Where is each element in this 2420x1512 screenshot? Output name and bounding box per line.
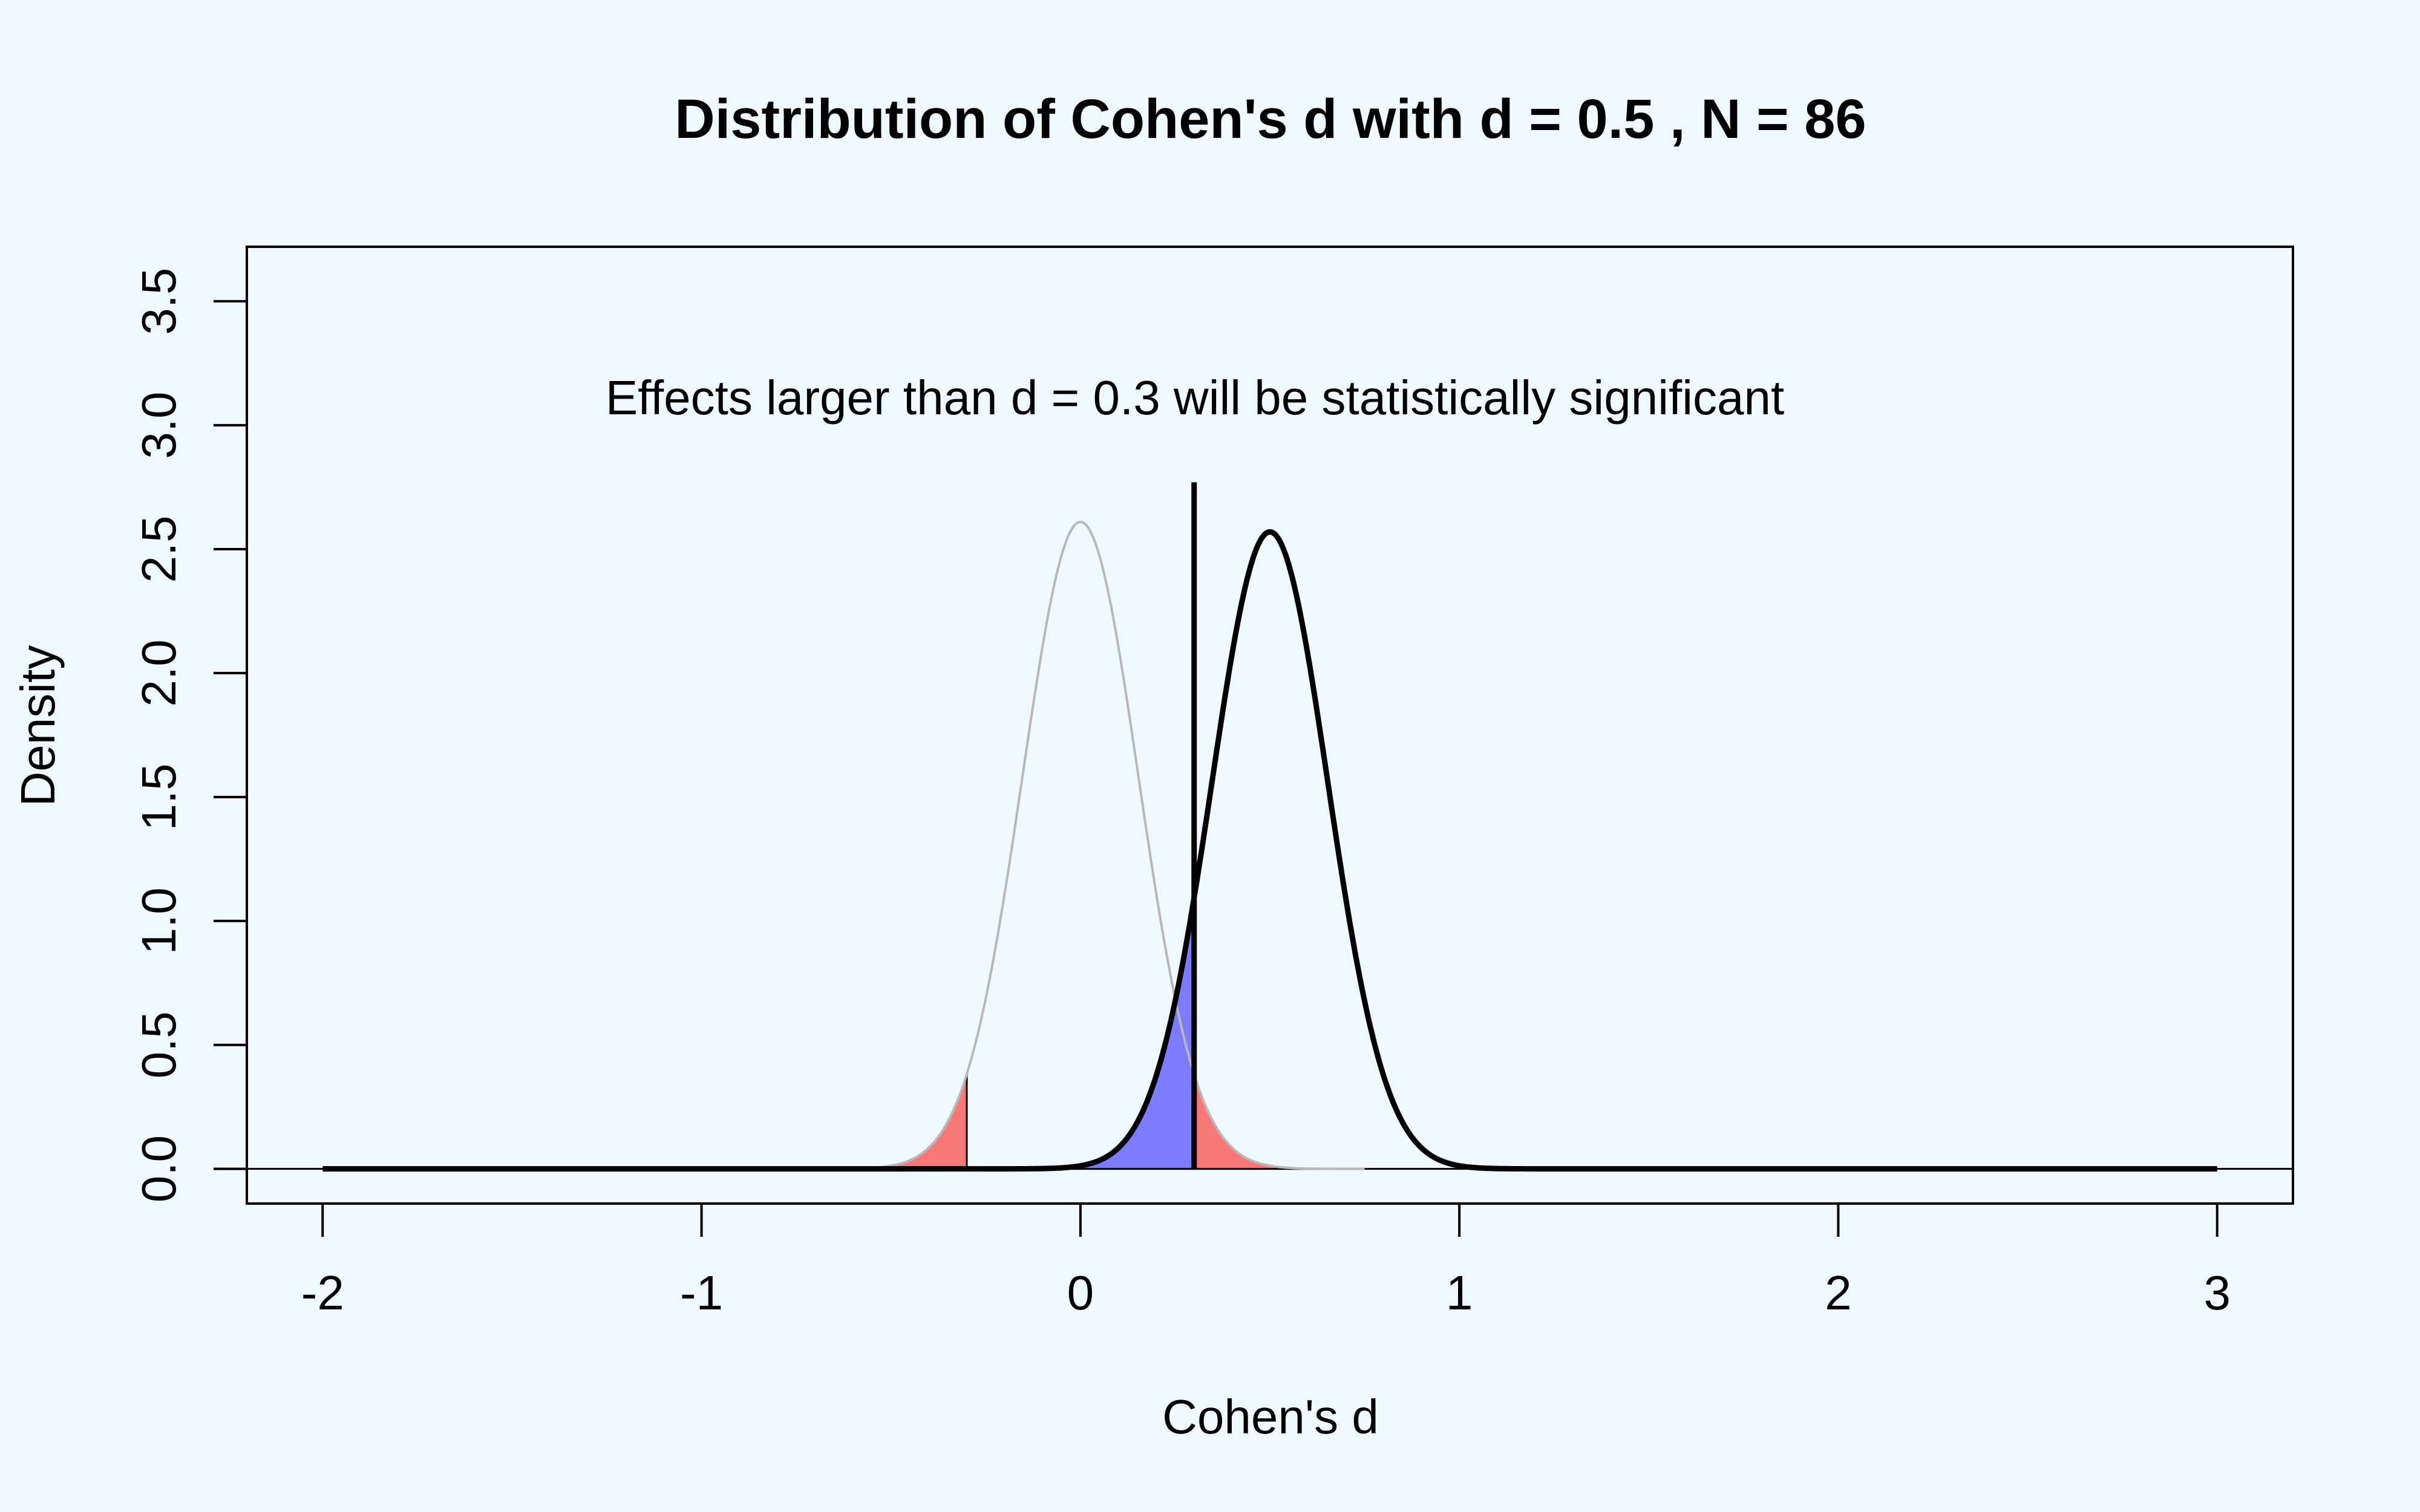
x-tick-label: 3 xyxy=(2203,1266,2231,1320)
alternative-distribution-curve xyxy=(321,529,2219,1172)
x-tick-label: -1 xyxy=(680,1266,723,1320)
y-tick-label: 1.0 xyxy=(132,887,186,954)
y-tick-label: 2.0 xyxy=(132,639,186,706)
plot-frame xyxy=(246,246,2294,1205)
x-tick-label: 2 xyxy=(1825,1266,1852,1320)
y-tick-label: 0.0 xyxy=(132,1135,186,1202)
y-tick-label: 2.5 xyxy=(132,515,186,582)
significance-annotation: Effects larger than d = 0.3 will be stat… xyxy=(606,371,1784,425)
x-tick-label: 1 xyxy=(1446,1266,1473,1320)
x-tick-label: -2 xyxy=(301,1266,344,1320)
x-tick-label: 0 xyxy=(1067,1266,1094,1320)
x-axis-label: Cohen's d xyxy=(1162,1390,1379,1444)
y-tick-label: 1.5 xyxy=(132,763,186,830)
null-distribution-curve xyxy=(796,520,1365,1170)
y-tick-label: 0.5 xyxy=(132,1011,186,1078)
y-tick-label: 3.5 xyxy=(132,268,186,335)
density-curves xyxy=(247,482,2293,1172)
chart-title: Distribution of Cohen's d with d = 0.5 ,… xyxy=(675,88,1866,150)
y-tick-label: 3.0 xyxy=(132,391,186,458)
y-axis-label: Density xyxy=(11,645,65,807)
